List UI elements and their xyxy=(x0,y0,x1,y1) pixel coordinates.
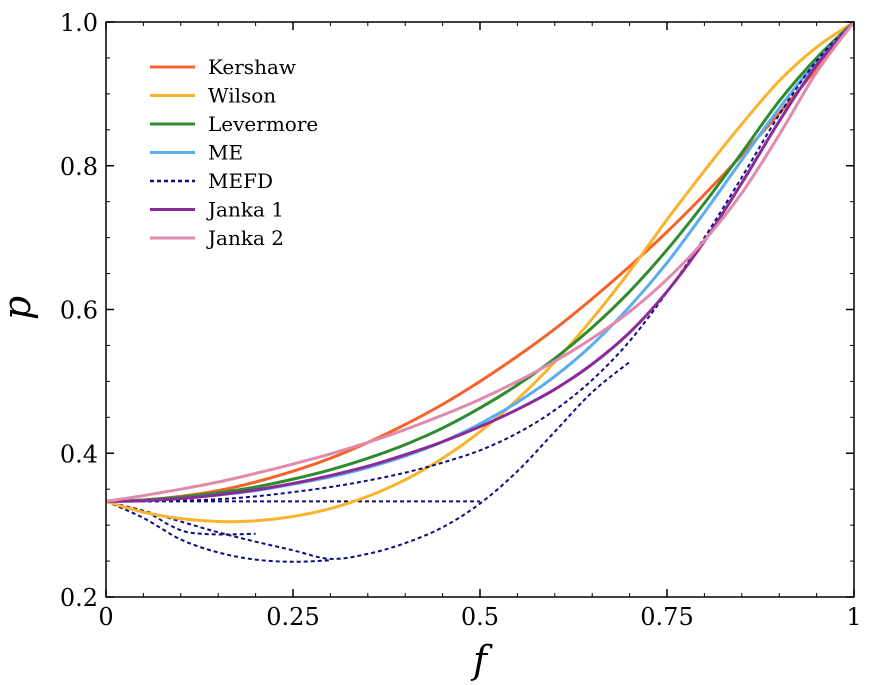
axes-frame xyxy=(105,21,855,598)
series-line-janka-2 xyxy=(106,22,854,503)
plot-area xyxy=(106,22,854,563)
x-tick-label: 0.75 xyxy=(640,603,693,631)
x-axis-label: f xyxy=(470,638,493,682)
series-line-mefd xyxy=(106,22,854,503)
x-axis: 0 0.25 0.5 0.75 1 xyxy=(98,22,862,631)
legend-label: Janka 2 xyxy=(206,226,284,250)
series-line-levermore xyxy=(106,22,854,503)
y-axis-label: p xyxy=(0,296,39,320)
mefd-branch-line-3 xyxy=(106,500,331,563)
x-tick-label: 1 xyxy=(846,603,861,631)
y-tick-label: 0.8 xyxy=(60,153,98,181)
legend: Kershaw Wilson Levermore ME MEFD Janka 1 Janka… xyxy=(150,55,318,250)
series-line-wilson xyxy=(106,22,854,524)
y-axis: 0.2 0.4 0.6 0.8 1.0 xyxy=(60,9,854,612)
x-tick-label: 0 xyxy=(98,603,113,631)
legend-label: ME xyxy=(208,141,243,165)
legend-label: Kershaw xyxy=(208,55,296,79)
y-tick-label: 0.4 xyxy=(60,440,98,468)
legend-label: MEFD xyxy=(208,169,273,193)
x-tick-label: 0.5 xyxy=(461,603,499,631)
x-tick-label: 0.25 xyxy=(266,603,319,631)
legend-label: Levermore xyxy=(208,112,318,136)
y-tick-label: 1.0 xyxy=(60,9,98,37)
series-line-janka-1 xyxy=(106,22,854,503)
y-tick-label: 0.6 xyxy=(60,297,98,325)
legend-label: Janka 1 xyxy=(206,198,284,222)
y-tick-label: 0.2 xyxy=(60,584,98,612)
legend-label: Wilson xyxy=(208,84,276,108)
mefd-branch-line-2 xyxy=(106,361,631,560)
